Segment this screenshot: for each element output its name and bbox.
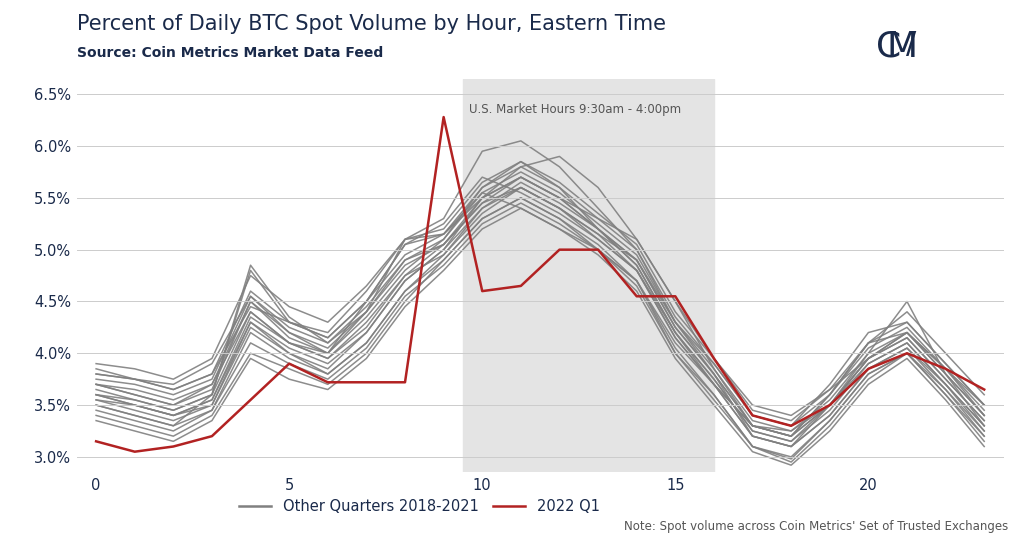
Bar (463, 79, 714, 472)
Text: U.S. Market Hours 9:30am - 4:00pm: U.S. Market Hours 9:30am - 4:00pm (469, 103, 681, 116)
Text: Note: Spot volume across Coin Metrics' Set of Trusted Exchanges: Note: Spot volume across Coin Metrics' S… (625, 520, 1009, 533)
Text: Source: Coin Metrics Market Data Feed: Source: Coin Metrics Market Data Feed (77, 46, 383, 60)
Text: C: C (876, 30, 901, 64)
Text: /: / (906, 30, 916, 59)
Legend: Other Quarters 2018-2021, 2022 Q1: Other Quarters 2018-2021, 2022 Q1 (233, 494, 606, 520)
Text: M: M (887, 30, 918, 64)
Text: Percent of Daily BTC Spot Volume by Hour, Eastern Time: Percent of Daily BTC Spot Volume by Hour… (77, 14, 666, 34)
